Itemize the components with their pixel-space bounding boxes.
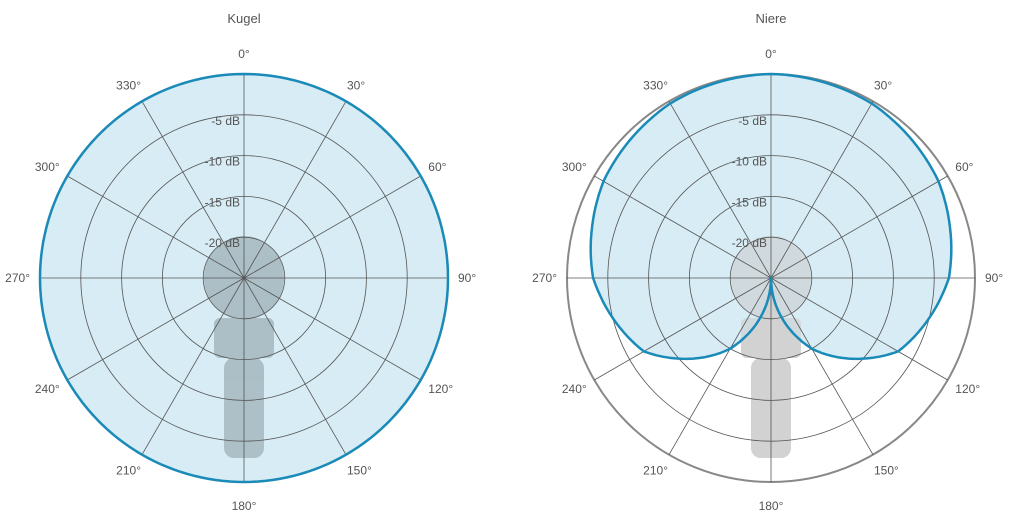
angle-label: 90°	[458, 271, 476, 285]
angle-label: 0°	[238, 47, 250, 61]
angle-label: 180°	[232, 499, 257, 513]
grid-spoke	[770, 101, 874, 279]
ring-label: -10 dB	[205, 155, 240, 169]
grid-spoke	[770, 175, 948, 279]
angle-label: 60°	[955, 160, 973, 174]
ring-label: -15 dB	[732, 195, 767, 209]
angle-label: 270°	[5, 271, 30, 285]
polar-chart-niere: Niere -5 dB -10 dB -15 dB -20 dB 0° 30° 60° 90° 1…	[532, 11, 1003, 513]
angle-label: 240°	[562, 382, 587, 396]
angle-label: 150°	[347, 463, 372, 477]
angle-label: 330°	[116, 79, 141, 93]
chart-title: Kugel	[227, 11, 260, 26]
angle-label: 120°	[955, 382, 980, 396]
ring-label: -15 dB	[205, 195, 240, 209]
response-outline	[38, 72, 450, 484]
angle-label: 30°	[347, 79, 365, 93]
polar-chart-kugel: Kugel -5 dB -10 dB -15 dB -20 dB 0° 30° 60° 90° 1…	[5, 11, 476, 513]
grid-spoke	[668, 101, 772, 279]
grid-spoke	[594, 175, 772, 279]
angle-label: 90°	[985, 271, 1003, 285]
grid-spoke	[243, 175, 421, 279]
angle-label: 330°	[643, 79, 668, 93]
grid-spoke	[243, 277, 421, 381]
angle-label: 60°	[428, 160, 446, 174]
angle-label: 150°	[874, 463, 899, 477]
angle-label: 0°	[765, 47, 777, 61]
angle-label: 180°	[759, 499, 784, 513]
grid-spoke	[67, 277, 245, 381]
angle-label: 30°	[874, 79, 892, 93]
ring-label: -20 dB	[732, 236, 767, 250]
angle-label: 210°	[643, 463, 668, 477]
grid-spoke	[243, 277, 347, 455]
angle-label: 270°	[532, 271, 557, 285]
angle-label: 300°	[35, 160, 60, 174]
response-outline	[589, 72, 953, 361]
angle-label: 120°	[428, 382, 453, 396]
grid-spoke	[594, 277, 772, 381]
ring-label: -5 dB	[211, 114, 240, 128]
ring-label: -10 dB	[732, 155, 767, 169]
grid-spoke	[141, 277, 245, 455]
grid-spoke	[668, 277, 772, 455]
grid-spoke	[67, 175, 245, 279]
angle-label: 240°	[35, 382, 60, 396]
chart-title: Niere	[755, 11, 786, 26]
angle-label: 300°	[562, 160, 587, 174]
grid-spoke	[770, 277, 874, 455]
ring-label: -20 dB	[205, 236, 240, 250]
grid-spoke	[141, 101, 245, 279]
angle-label: 210°	[116, 463, 141, 477]
ring-label: -5 dB	[738, 114, 767, 128]
grid-spoke	[243, 101, 347, 279]
grid-spoke	[770, 277, 948, 381]
